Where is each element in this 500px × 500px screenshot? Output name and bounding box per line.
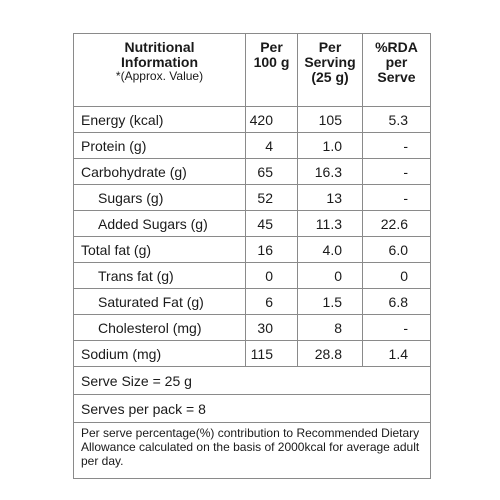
- nutrient-value: 45: [245, 210, 298, 237]
- column-header-line: Serving: [304, 54, 356, 70]
- footer-row: Serves per pack = 8: [73, 394, 431, 423]
- nutrient-value: 420: [245, 106, 298, 133]
- nutrient-value: 4.0: [297, 236, 363, 263]
- nutrient-row: Carbohydrate (g) 65 16.3-: [73, 158, 431, 185]
- footnote: Per serve percentage(%) contribution to …: [73, 422, 431, 479]
- column-header-line: Per: [260, 39, 283, 55]
- column-header: %RDA per Serve: [362, 33, 431, 107]
- column-header: Per Serving (25 g): [297, 33, 363, 107]
- nutrient-row: Cholesterol (mg) 30 8-: [73, 314, 431, 341]
- nutrient-row: Energy (kcal) 420 105 5.3: [73, 106, 431, 133]
- nutrient-label: Carbohydrate (g): [73, 158, 246, 185]
- nutrient-label: Protein (g): [73, 132, 246, 159]
- nutrient-value: 0: [297, 262, 363, 289]
- column-header-line: (25 g): [311, 69, 349, 85]
- nutrient-row: Sugars (g) 52 13-: [73, 184, 431, 211]
- nutrient-value: -: [362, 184, 431, 211]
- column-header: Per 100 g: [245, 33, 298, 107]
- nutrient-value: 105: [297, 106, 363, 133]
- nutrient-value: -: [362, 314, 431, 341]
- column-header-line: Serve: [377, 69, 416, 85]
- nutrient-value: 65: [245, 158, 298, 185]
- nutrient-label: Cholesterol (mg): [73, 314, 246, 341]
- nutrient-row: Saturated Fat (g) 6 1.5 6.8: [73, 288, 431, 315]
- column-header-line: per: [385, 54, 408, 70]
- header-title-line: Nutritional: [124, 39, 195, 55]
- nutrient-value: 4: [245, 132, 298, 159]
- serves-per-pack: Serves per pack = 8: [73, 394, 431, 423]
- header-title-cell: Nutritional Information *(Approx. Value): [73, 33, 246, 107]
- footer-row: Per serve percentage(%) contribution to …: [73, 422, 431, 479]
- nutrient-label: Energy (kcal): [73, 106, 246, 133]
- column-header-line: %RDA: [375, 39, 418, 55]
- nutrient-value: 1.5: [297, 288, 363, 315]
- header-title-line: Information: [121, 54, 198, 70]
- nutrient-value: 30: [245, 314, 298, 341]
- nutrient-value: 115: [245, 340, 298, 367]
- nutrient-label: Trans fat (g): [73, 262, 246, 289]
- nutrient-value: 0: [362, 262, 431, 289]
- nutrient-value: -: [362, 132, 431, 159]
- nutrient-value: 1.4: [362, 340, 431, 367]
- table-body: Nutritional Information *(Approx. Value) P…: [73, 33, 431, 479]
- serve-size: Serve Size = 25 g: [73, 366, 431, 395]
- nutrient-value: 11.3: [297, 210, 363, 237]
- nutrient-label: Saturated Fat (g): [73, 288, 246, 315]
- nutrient-row: Trans fat (g) 0 0 0: [73, 262, 431, 289]
- nutrient-value: 6: [245, 288, 298, 315]
- nutrient-value: 28.8: [297, 340, 363, 367]
- nutrient-row: Added Sugars (g) 45 11.3 22.6: [73, 210, 431, 237]
- nutrient-value: 16: [245, 236, 298, 263]
- nutrient-label: Sugars (g): [73, 184, 246, 211]
- nutrient-value: -: [362, 158, 431, 185]
- column-header-line: 100 g: [253, 54, 290, 70]
- header-row: Nutritional Information *(Approx. Value) P…: [73, 33, 431, 107]
- nutrition-table: Nutritional Information *(Approx. Value) P…: [73, 33, 431, 479]
- footer-row: Serve Size = 25 g: [73, 366, 431, 395]
- nutrient-row: Protein (g) 4 1.0-: [73, 132, 431, 159]
- nutrient-label: Added Sugars (g): [73, 210, 246, 237]
- nutrient-row: Sodium (mg) 115 28.8 1.4: [73, 340, 431, 367]
- nutrient-value: 6.0: [362, 236, 431, 263]
- nutrient-value: 0: [245, 262, 298, 289]
- nutrient-value: 5.3: [362, 106, 431, 133]
- nutrient-label: Total fat (g): [73, 236, 246, 263]
- nutrient-value: 6.8: [362, 288, 431, 315]
- nutrient-value: 8: [297, 314, 363, 341]
- nutrient-label: Sodium (mg): [73, 340, 246, 367]
- header-note: *(Approx. Value): [115, 69, 204, 83]
- nutrient-value: 13: [297, 184, 363, 211]
- nutrient-value: 52: [245, 184, 298, 211]
- column-header-line: Per: [318, 39, 342, 55]
- nutrient-value: 1.0: [297, 132, 363, 159]
- nutrient-row: Total fat (g) 16 4.0 6.0: [73, 236, 431, 263]
- nutrient-value: 16.3: [297, 158, 363, 185]
- nutrient-value: 22.6: [362, 210, 431, 237]
